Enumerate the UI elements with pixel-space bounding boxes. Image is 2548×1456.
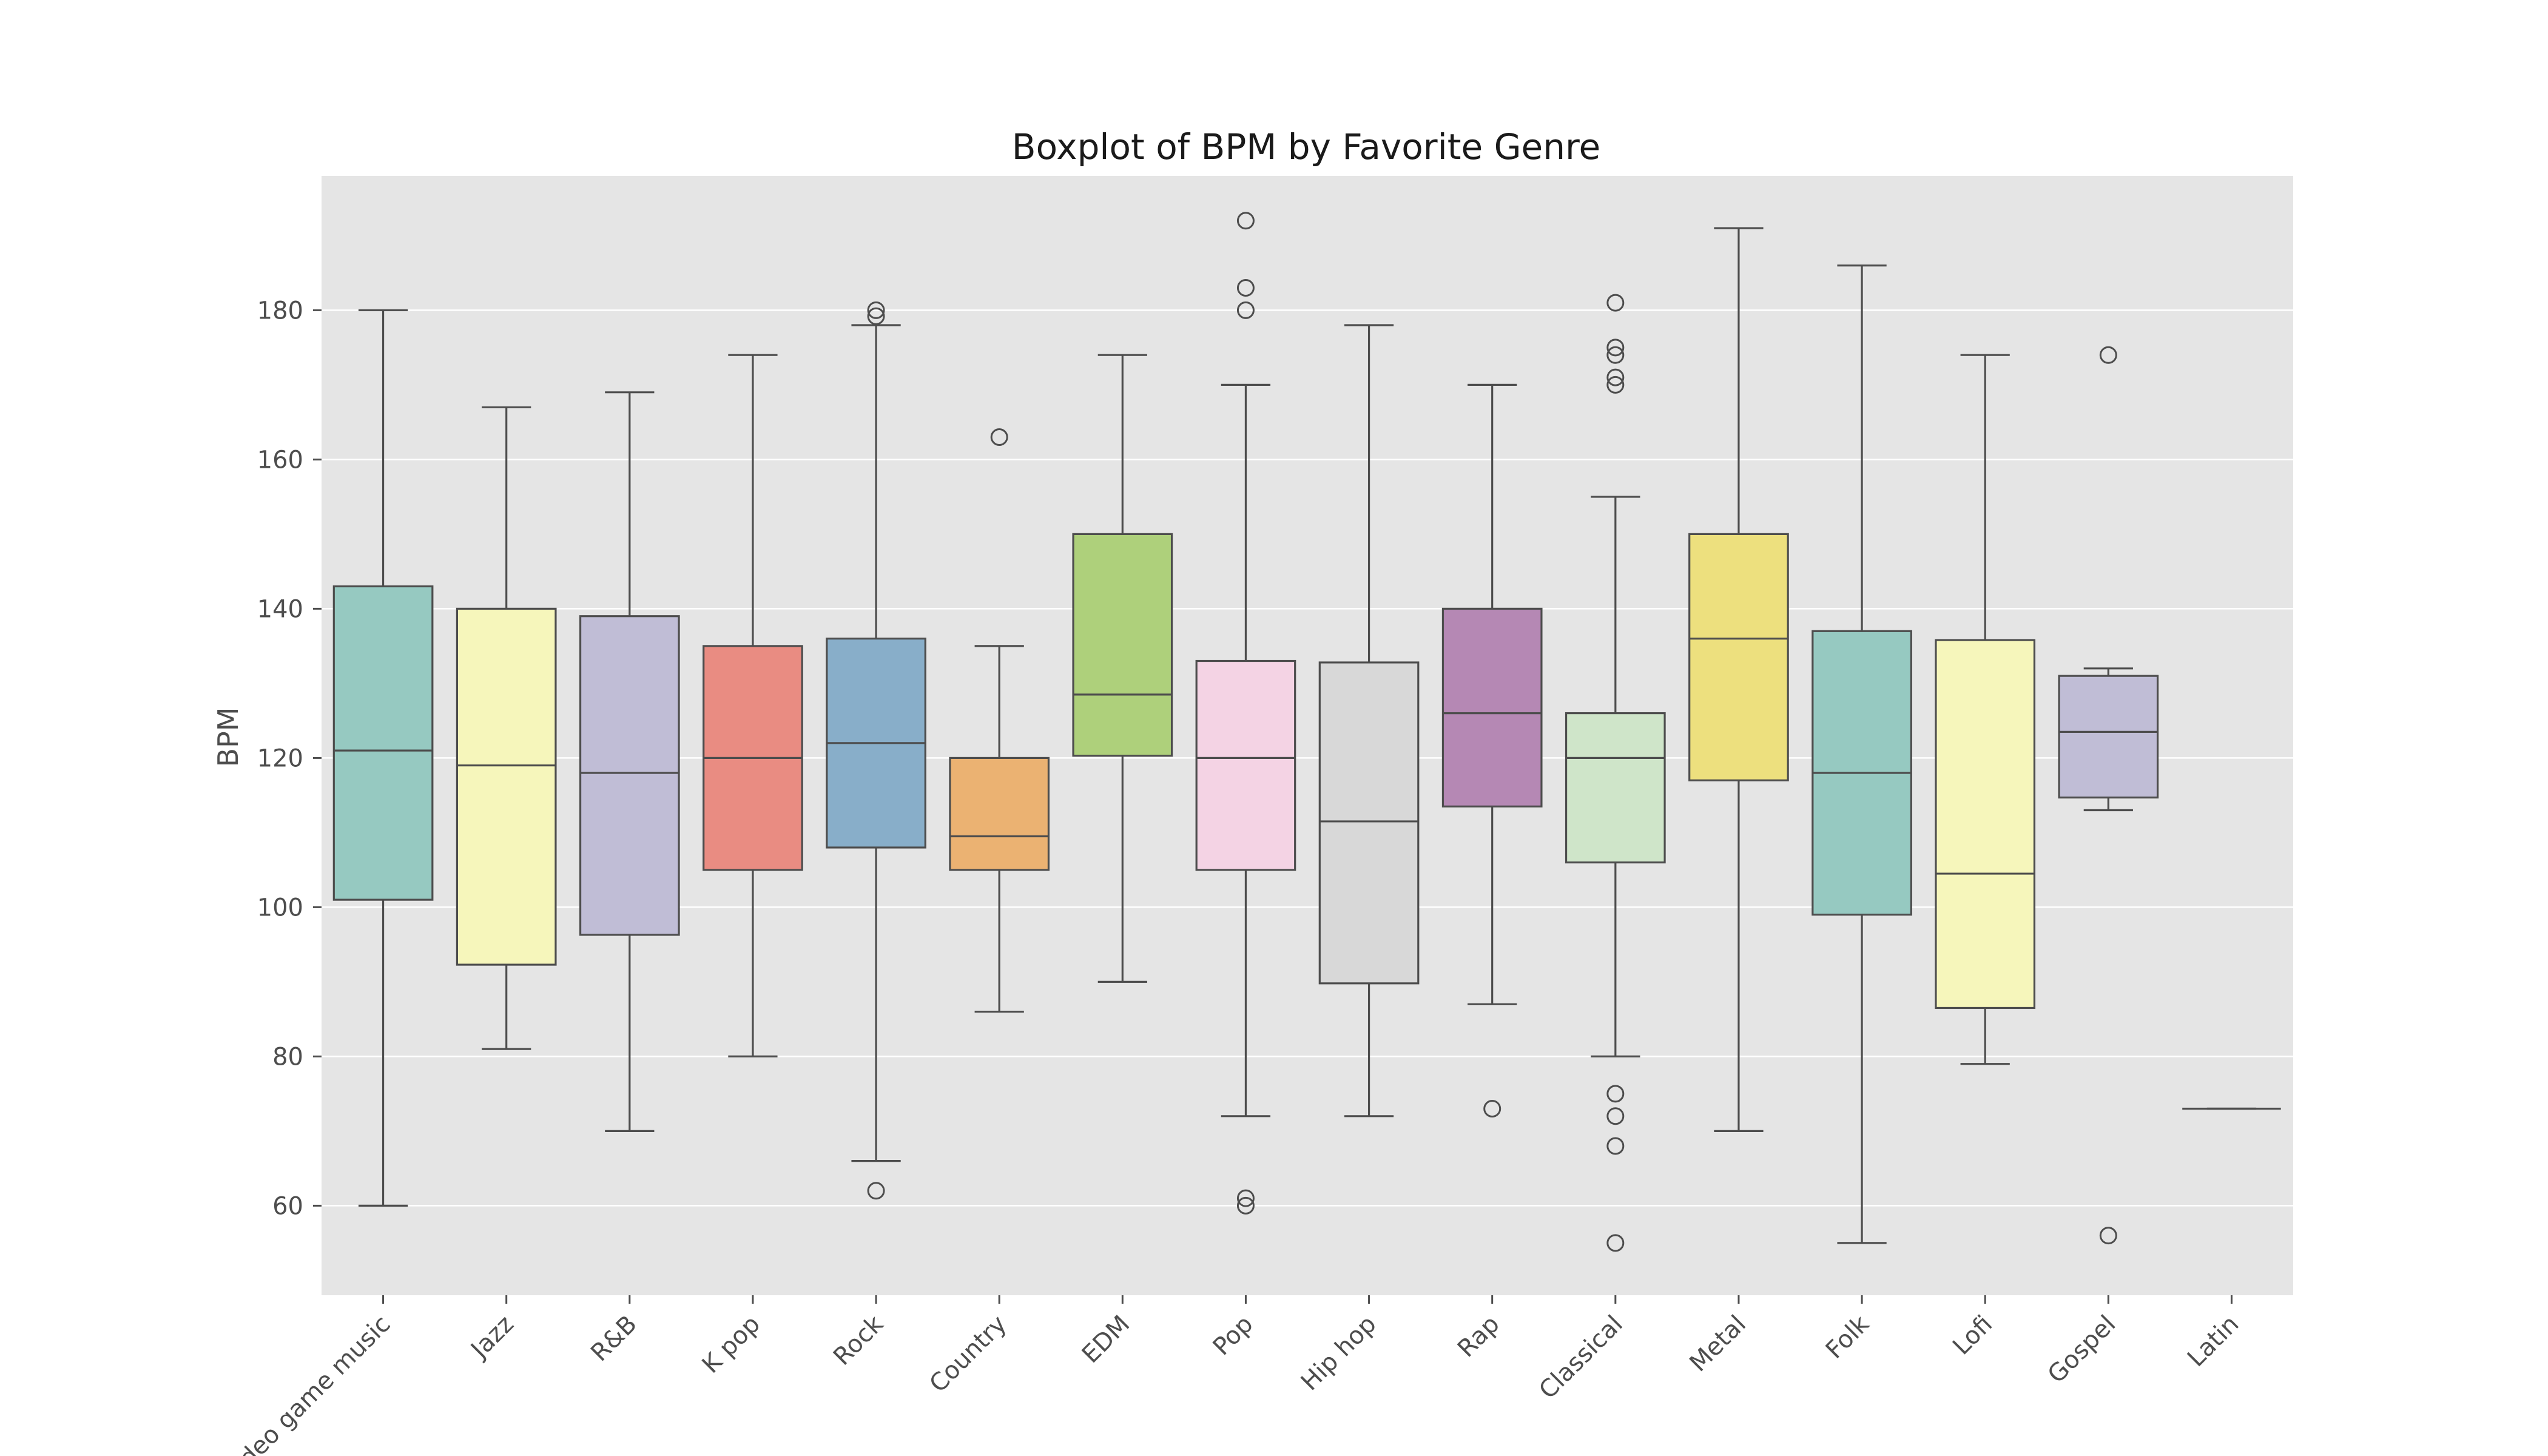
x-tick-label: Metal bbox=[1684, 1310, 1751, 1378]
iqr-box bbox=[1565, 712, 1666, 864]
y-axis-label: BPM bbox=[212, 707, 244, 767]
x-tick-label: Classical bbox=[1534, 1310, 1628, 1405]
x-tick-label: EDM bbox=[1077, 1310, 1136, 1369]
box-gospel bbox=[2058, 346, 2159, 1245]
box-country bbox=[949, 428, 1050, 1013]
y-tick-label: 100 bbox=[257, 894, 303, 922]
iqr-box bbox=[1318, 661, 1420, 985]
outlier-point bbox=[867, 301, 885, 319]
box-video-game-music bbox=[332, 309, 434, 1207]
iqr-box bbox=[1688, 533, 1789, 781]
box-hip-hop bbox=[1318, 324, 1420, 1117]
box-metal bbox=[1688, 227, 1789, 1133]
outlier-point bbox=[1236, 1196, 1255, 1215]
outlier-point bbox=[2099, 1227, 2117, 1245]
outlier-point bbox=[1606, 346, 1625, 364]
outlier-point bbox=[1606, 339, 1625, 357]
y-tick-label: 140 bbox=[257, 595, 303, 623]
box-folk bbox=[1812, 265, 1912, 1244]
outlier-point bbox=[1606, 294, 1625, 312]
x-tick-label: Gospel bbox=[2043, 1310, 2122, 1389]
y-tick-label: 160 bbox=[257, 446, 303, 474]
y-axis: 60 80 100 120 140 160 180 bbox=[257, 297, 322, 1220]
x-tick-label: Video game music bbox=[218, 1310, 396, 1456]
y-tick-label: 180 bbox=[257, 297, 303, 325]
x-axis: Video game music Jazz R&B K pop Rock Country E… bbox=[218, 1295, 2245, 1456]
box-rap bbox=[1441, 383, 1543, 1117]
x-tick-label: Jazz bbox=[465, 1310, 519, 1365]
y-tick-label: 60 bbox=[272, 1192, 303, 1220]
outlier-point bbox=[1236, 1189, 1255, 1207]
x-tick-label: Folk bbox=[1821, 1310, 1875, 1364]
iqr-box bbox=[332, 585, 434, 901]
outlier-point bbox=[990, 428, 1008, 446]
box-rock bbox=[826, 301, 926, 1200]
x-tick-label: Pop bbox=[1208, 1310, 1259, 1361]
outlier-point bbox=[1606, 1137, 1625, 1155]
iqr-box bbox=[2058, 675, 2159, 799]
iqr-box bbox=[1195, 659, 1296, 871]
iqr-box bbox=[1072, 533, 1173, 757]
chart-title: Boxplot of BPM by Favorite Genre bbox=[1012, 126, 1600, 167]
iqr-box bbox=[949, 757, 1050, 871]
iqr-box bbox=[1935, 639, 2036, 1009]
outlier-point bbox=[1606, 1107, 1625, 1125]
iqr-box bbox=[456, 607, 557, 966]
y-tick-label: 120 bbox=[257, 744, 303, 772]
box-edm bbox=[1072, 354, 1173, 983]
outlier-point bbox=[1606, 368, 1625, 386]
box-pop bbox=[1195, 212, 1296, 1215]
iqr-box bbox=[579, 615, 680, 936]
outlier-point bbox=[1606, 376, 1625, 394]
x-tick-label: K pop bbox=[697, 1310, 766, 1379]
box-r-b bbox=[579, 391, 680, 1133]
outlier-point bbox=[2099, 346, 2117, 364]
x-tick-label: R&B bbox=[585, 1310, 642, 1367]
x-tick-label: Rap bbox=[1452, 1310, 1505, 1363]
outlier-point bbox=[1483, 1100, 1502, 1117]
outlier-point bbox=[1236, 212, 1255, 230]
outlier-point bbox=[867, 1182, 885, 1200]
outlier-point bbox=[1236, 279, 1255, 297]
outlier-point bbox=[867, 307, 885, 325]
y-tick-label: 80 bbox=[272, 1043, 303, 1071]
outlier-point bbox=[1606, 1234, 1625, 1252]
box-series bbox=[332, 212, 2281, 1252]
x-tick-label: Rock bbox=[828, 1310, 889, 1371]
iqr-box bbox=[1441, 607, 1543, 807]
outlier-point bbox=[1606, 1085, 1625, 1103]
box-k-pop bbox=[703, 354, 803, 1058]
x-tick-label: Country bbox=[924, 1310, 1012, 1398]
box-classical bbox=[1565, 294, 1666, 1252]
x-tick-label: Latin bbox=[2182, 1310, 2244, 1372]
box-lofi bbox=[1935, 354, 2036, 1065]
x-tick-label: Lofi bbox=[1947, 1310, 1998, 1361]
box-jazz bbox=[456, 406, 557, 1050]
x-tick-label: Hip hop bbox=[1296, 1310, 1382, 1397]
outlier-point bbox=[1236, 301, 1255, 319]
